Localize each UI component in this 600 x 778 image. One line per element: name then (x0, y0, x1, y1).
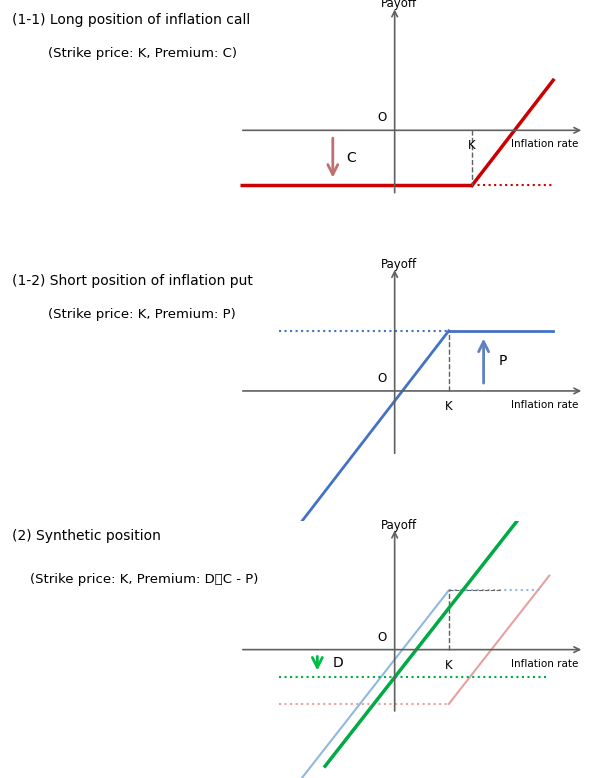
Text: (1-2) Short position of inflation put: (1-2) Short position of inflation put (12, 274, 253, 288)
Text: (Strike price: K, Premium: C): (Strike price: K, Premium: C) (48, 47, 237, 60)
Text: O: O (377, 631, 387, 643)
Text: K: K (445, 658, 452, 671)
Text: (1-1) Long position of inflation call: (1-1) Long position of inflation call (12, 13, 250, 27)
Text: Payoff: Payoff (380, 518, 416, 531)
Text: Payoff: Payoff (380, 0, 416, 10)
Text: (Strike price: K, Premium: P): (Strike price: K, Premium: P) (48, 307, 236, 321)
Text: Payoff: Payoff (380, 258, 416, 271)
Text: K: K (445, 400, 452, 413)
Text: Inflation rate: Inflation rate (511, 658, 578, 668)
Text: C: C (347, 151, 356, 165)
Text: O: O (377, 372, 387, 385)
Text: Inflation rate: Inflation rate (511, 400, 578, 410)
Text: O: O (377, 111, 387, 124)
Text: (Strike price: K, Premium: D＝C - P): (Strike price: K, Premium: D＝C - P) (30, 573, 259, 586)
Text: P: P (499, 354, 508, 368)
Text: Inflation rate: Inflation rate (511, 139, 578, 149)
Text: K: K (468, 139, 476, 152)
Text: (2) Synthetic position: (2) Synthetic position (12, 529, 161, 543)
Text: D: D (333, 657, 344, 671)
